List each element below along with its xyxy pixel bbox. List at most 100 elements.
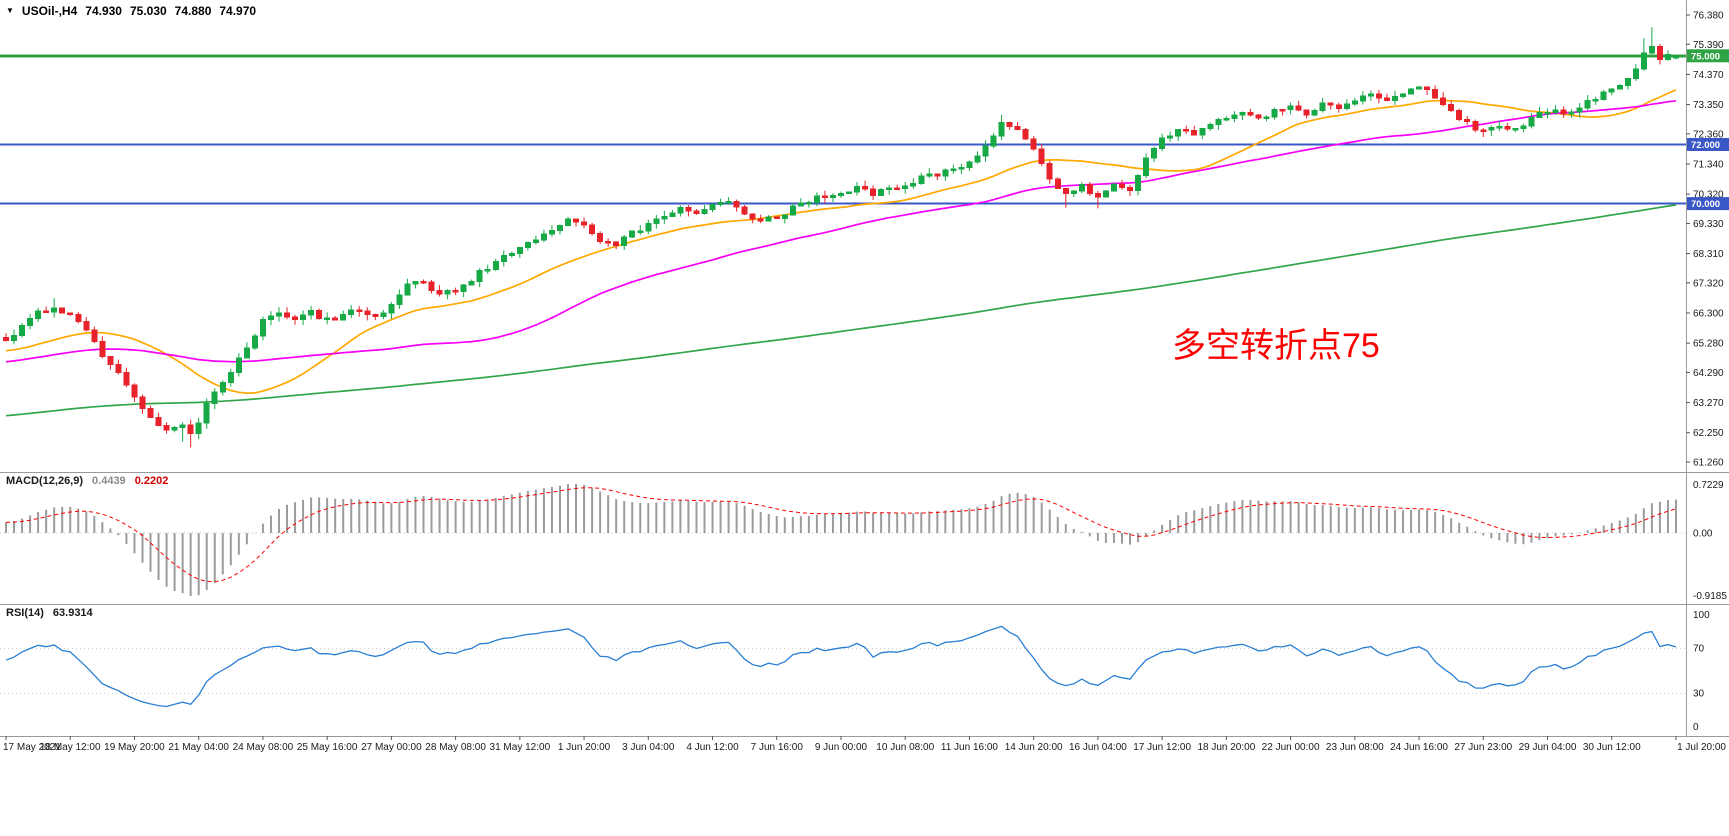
price-axis-label: 66.300: [1693, 309, 1724, 320]
candle-body: [733, 200, 740, 208]
macd-axis-label: 0.00: [1693, 529, 1713, 540]
candle-body: [966, 161, 973, 168]
candle-body: [211, 391, 218, 405]
candle-body: [878, 189, 885, 196]
candle-body: [123, 371, 130, 386]
price-badge: [1687, 197, 1729, 211]
candle-body: [11, 334, 18, 341]
price-axis-label: 64.290: [1693, 368, 1724, 379]
time-axis-label: 7 Jun 16:00: [751, 742, 804, 753]
candle-body: [1584, 99, 1591, 109]
candle-body: [444, 290, 451, 295]
candle-body: [404, 283, 411, 296]
time-axis-label: 14 Jun 20:00: [1005, 742, 1063, 753]
candle-body: [910, 182, 917, 187]
candle-body: [308, 310, 315, 316]
candle-body: [1231, 114, 1238, 120]
candle-body: [548, 230, 555, 235]
price-axis-label: 76.380: [1693, 11, 1724, 22]
candle-body: [846, 191, 853, 195]
candle-body: [155, 416, 162, 426]
time-axis-label: 17 May 2021: [3, 742, 61, 753]
candle-body: [67, 312, 74, 315]
candle-body: [43, 310, 50, 313]
candle-body: [227, 371, 234, 383]
candle-body: [436, 290, 443, 295]
candle-body: [1239, 111, 1246, 116]
candle-body: [1576, 107, 1583, 113]
time-axis-label: 18 May 12:00: [40, 742, 101, 753]
candle-body: [621, 236, 628, 247]
candle-body: [452, 290, 459, 293]
candle-body: [805, 202, 812, 205]
candle-body: [837, 192, 844, 196]
candle-body: [420, 281, 427, 284]
candle-body: [637, 230, 644, 233]
candle-body: [1279, 108, 1286, 112]
price-badge-label: 75.000: [1691, 51, 1720, 62]
candle-body: [1183, 129, 1190, 132]
candle-body: [1528, 116, 1535, 127]
macd-signal-value: 0.2202: [134, 475, 169, 487]
rsi-line: [5, 625, 1677, 708]
price-axis-label: 74.370: [1693, 70, 1724, 81]
macd-main-value: 0.4439: [92, 475, 126, 487]
candle-body: [1472, 121, 1479, 131]
candle-body: [1624, 78, 1631, 87]
candle-body: [1351, 100, 1358, 105]
price-axis-label: 72.360: [1693, 129, 1724, 140]
candle-body: [1432, 89, 1439, 99]
candle-body: [1143, 157, 1150, 176]
candle-body: [484, 269, 491, 272]
time-axis-label: 27 May 00:00: [361, 742, 422, 753]
candle-body: [1303, 109, 1310, 116]
candle-body: [1536, 112, 1543, 118]
candle-body: [324, 317, 331, 321]
price-axis-label: 62.250: [1693, 428, 1724, 439]
candle-body: [1127, 187, 1134, 191]
candle-body: [500, 254, 507, 263]
candle-body: [1046, 163, 1053, 180]
rsi-indicator-label: RSI(14): [6, 607, 44, 619]
candle-body: [1287, 105, 1294, 111]
candle-body: [1022, 129, 1029, 140]
candle-body: [982, 145, 989, 157]
candle-body: [492, 261, 499, 271]
time-axis-label: 3 Jun 04:00: [622, 742, 675, 753]
candle-body: [1086, 184, 1093, 195]
candle-body: [187, 424, 194, 435]
candle-body: [1448, 103, 1455, 111]
candle-body: [797, 202, 804, 207]
candle-body: [629, 230, 636, 238]
symbol-dropdown-caret-icon[interactable]: ▼: [6, 6, 14, 15]
candle-body: [27, 318, 34, 327]
candle-body: [388, 303, 395, 314]
candle-body: [1656, 45, 1663, 60]
candle-body: [1223, 118, 1230, 121]
candle-body: [19, 325, 26, 336]
candle-body: [573, 218, 580, 223]
time-axis-label: 22 Jun 00:00: [1262, 742, 1320, 753]
candle-body: [412, 281, 419, 285]
candle-body: [1263, 116, 1270, 119]
candle-body: [300, 314, 307, 320]
candle-body: [556, 225, 563, 232]
macd-indicator-label: MACD(12,26,9): [6, 475, 84, 487]
candle-body: [147, 408, 154, 418]
candle-body: [1199, 127, 1206, 136]
candle-body: [1167, 135, 1174, 139]
candle-body: [757, 218, 764, 222]
candle-body: [1191, 130, 1198, 136]
price-axis-label: 67.320: [1693, 278, 1724, 289]
ohlc-open-value: 74.930: [85, 4, 122, 18]
candle-body: [685, 207, 692, 212]
candle-body: [1424, 86, 1431, 91]
candle-body: [1175, 129, 1182, 137]
time-axis-label: 27 Jun 23:00: [1454, 742, 1512, 753]
candle-body: [1335, 104, 1342, 109]
candle-body: [701, 209, 708, 215]
candle-body: [91, 329, 98, 342]
candle-body: [749, 213, 756, 220]
candle-body: [1375, 93, 1382, 99]
